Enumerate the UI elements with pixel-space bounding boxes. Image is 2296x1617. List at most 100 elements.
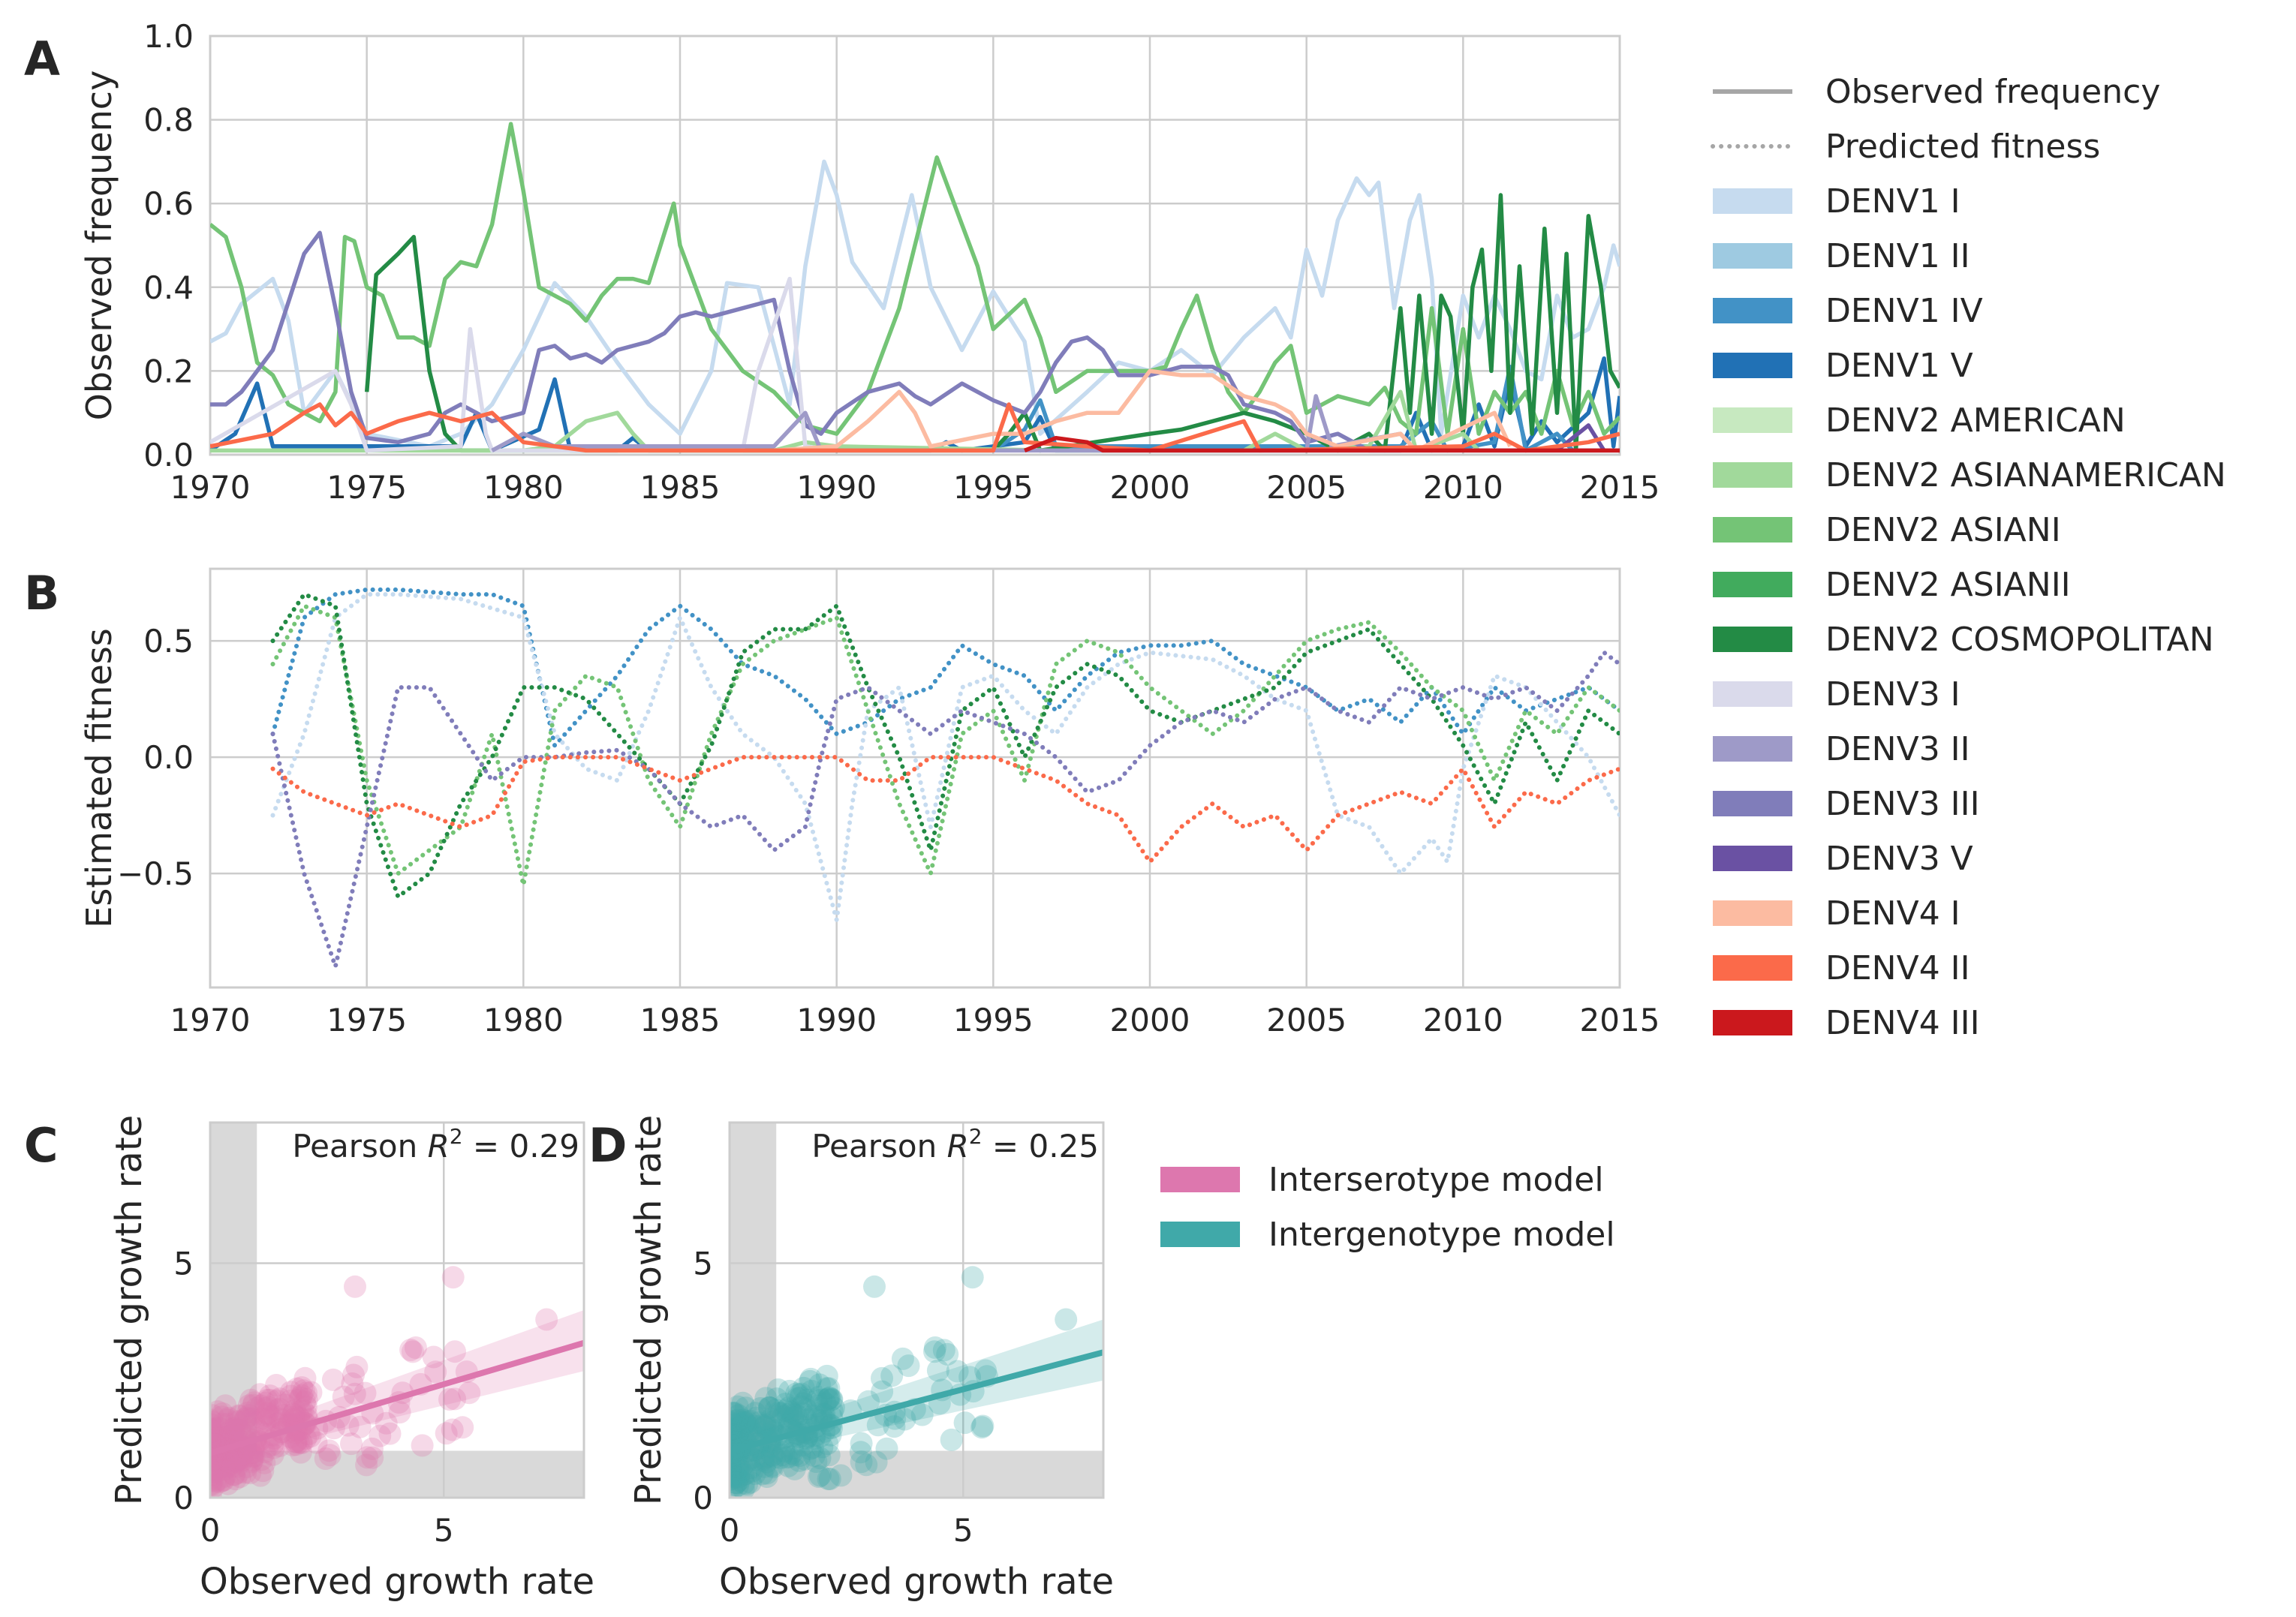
scatter-point (737, 1423, 760, 1446)
scatter-point (273, 1393, 296, 1417)
legend-label-denv2-asianamerican: DENV2 ASIANAMERICAN (1825, 456, 2226, 494)
y-tick-label: 0.0 (143, 739, 194, 776)
legend-label-observed-frequency: Observed frequency (1825, 73, 2160, 111)
scatter-point (265, 1374, 288, 1396)
scatter-point (259, 1405, 282, 1429)
legend-label-denv3-i: DENV3 I (1825, 675, 1960, 714)
scatter-point (754, 1387, 778, 1410)
scatter-point (730, 1465, 742, 1488)
scatter-point (730, 1422, 745, 1445)
scatter-point (818, 1386, 841, 1409)
x-tick-label: 1990 (796, 469, 877, 506)
scatter-point (242, 1391, 266, 1414)
scatter-point (755, 1462, 778, 1485)
y-tick-label: 0.5 (143, 623, 194, 660)
x-tick-label: 2000 (1110, 469, 1190, 506)
scatter-point (753, 1415, 775, 1438)
scatter-point (210, 1470, 232, 1493)
scatter-point (289, 1386, 312, 1409)
scatter-point (926, 1359, 949, 1382)
scatter-point (266, 1399, 289, 1422)
scatter-point (760, 1408, 783, 1431)
scatter-point (287, 1431, 310, 1454)
scatter-point (761, 1443, 784, 1466)
scatter-point (291, 1399, 314, 1421)
scatter-point (730, 1404, 751, 1427)
scatter-point (235, 1406, 258, 1429)
scatter-point (764, 1399, 787, 1422)
scatter-point (744, 1402, 767, 1425)
series-line-denv4-iii (1024, 435, 1620, 453)
scatter-point (299, 1381, 323, 1404)
scatter-point (730, 1463, 744, 1486)
scatter-point (780, 1401, 803, 1424)
scatter-point (734, 1411, 757, 1435)
scatter-point (763, 1446, 787, 1469)
scatter-point (435, 1422, 458, 1445)
scatter-point (730, 1426, 745, 1449)
scatter-point (730, 1420, 742, 1443)
scatter-point (210, 1451, 230, 1474)
series-line-denv1-i (270, 592, 1620, 923)
scatter-point (730, 1464, 742, 1487)
scatter-point (730, 1412, 745, 1435)
scatter-point (241, 1446, 264, 1468)
scatter-point (210, 1463, 223, 1486)
plot-frame (209, 35, 1621, 456)
scatter-point (932, 1339, 955, 1362)
legend-label-denv3-iii: DENV3 III (1825, 785, 1980, 823)
scatter-point (733, 1471, 756, 1495)
scatter-point (210, 1475, 225, 1498)
legend-swatch-denv2-asianamerican (1713, 462, 1792, 488)
genotype-legend: Observed frequency Predicted fitness DENV1… (1711, 73, 2226, 1042)
scatter-point (458, 1381, 481, 1405)
scatter-point (210, 1459, 230, 1482)
shade-observed-below-one (730, 1123, 777, 1498)
scatter-point (781, 1406, 805, 1429)
scatter-point (880, 1364, 904, 1387)
legend-swatch-denv4-i (1713, 900, 1792, 926)
scatter-point (891, 1347, 914, 1370)
scatter-point (213, 1465, 236, 1488)
scatter-point (744, 1414, 767, 1438)
scatter-point (332, 1385, 355, 1408)
scatter-point (730, 1464, 742, 1487)
scatter-point (790, 1382, 813, 1405)
scatter-point (210, 1417, 227, 1441)
scatter-point (802, 1436, 825, 1459)
scatter-point (760, 1444, 784, 1468)
scatter-point (262, 1436, 285, 1459)
scatter-point (736, 1414, 760, 1438)
x-tick-label: 2015 (1580, 469, 1660, 506)
scatter-point (754, 1413, 778, 1436)
scatter-point (210, 1469, 224, 1492)
scatter-point (228, 1410, 251, 1433)
scatter-point (266, 1389, 289, 1412)
series-line-denv4-ii (210, 402, 1620, 453)
scatter-point (279, 1381, 302, 1404)
scatter-point (792, 1376, 815, 1399)
scatter-point (730, 1479, 744, 1498)
scatter-point (210, 1405, 233, 1429)
scatter-point (893, 1408, 916, 1431)
scatter-point (210, 1421, 226, 1444)
scatter-point (375, 1411, 398, 1435)
scatter-point (401, 1340, 424, 1363)
scatter-point (227, 1404, 251, 1427)
x-tick-label: 1985 (640, 1002, 721, 1038)
scatter-point (781, 1437, 805, 1460)
scatter-point (451, 1416, 474, 1439)
scatter-point (227, 1447, 250, 1470)
scatter-point (730, 1474, 750, 1497)
scatter-point (340, 1432, 363, 1456)
scatter-point (777, 1454, 800, 1477)
title-superscript: 2 (450, 1124, 463, 1149)
scatter-point (216, 1408, 239, 1432)
series-line-denv3-i (210, 276, 838, 453)
scatter-point (730, 1456, 742, 1479)
scatter-point (235, 1456, 258, 1479)
scatter-point (422, 1345, 445, 1369)
scatter-point (769, 1447, 792, 1469)
series-line-denv2-cosmopolitan (270, 592, 1620, 900)
plot-area (210, 1123, 584, 1498)
